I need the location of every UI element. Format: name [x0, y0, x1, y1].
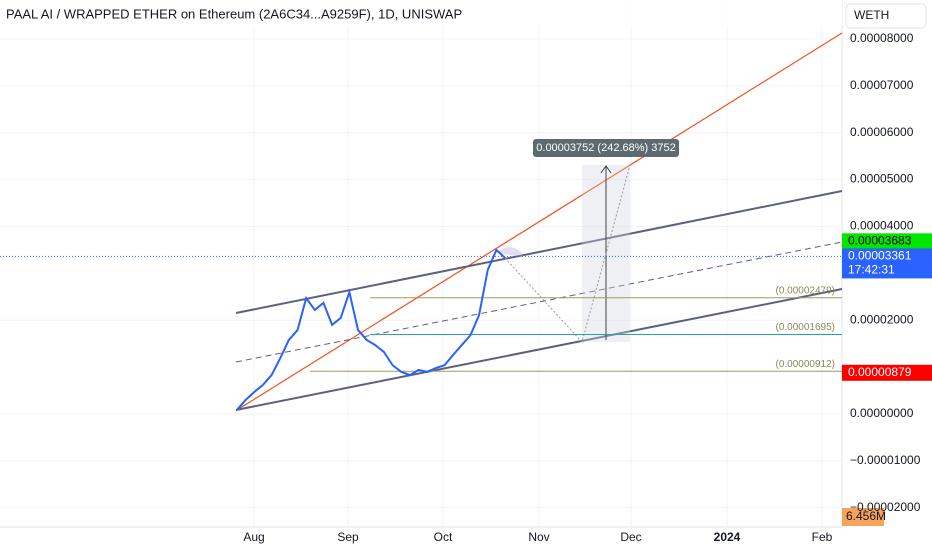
header-bg: [0, 0, 842, 26]
x-tick-label: Feb: [812, 530, 833, 544]
price-tag-label: 0.00000879: [848, 365, 912, 379]
measure-label: 0.00003752 (242.68%) 3752: [536, 142, 675, 154]
channel-line: [235, 190, 843, 314]
y-tick-label: 0.00002000: [850, 312, 914, 326]
x-tick-label: Oct: [434, 530, 453, 544]
trend-line: [236, 32, 843, 411]
volume-tag: [842, 508, 884, 526]
volume-label: 6.456M: [846, 509, 886, 523]
y-tick-label: 0.00008000: [850, 31, 914, 45]
grid: [0, 0, 842, 527]
timer: 17:42:31: [848, 263, 895, 277]
channel-mid: [235, 241, 843, 363]
fib-label: (0.00000912): [776, 359, 836, 370]
projection: [504, 164, 631, 344]
price-tag-label: 0.00003683: [848, 233, 912, 247]
y-tick-label: 0.00007000: [850, 78, 914, 92]
x-tick-label: Sep: [337, 530, 359, 544]
chart-title: PAAL AI / WRAPPED ETHER on Ethereum (2A6…: [6, 6, 462, 21]
y-tick-label: 0.00006000: [850, 125, 914, 139]
measure-tooltip: [533, 139, 679, 157]
x-tick-label: Aug: [243, 530, 264, 544]
x-tick-label: Dec: [620, 530, 641, 544]
y-tick-label: −0.00001000: [850, 453, 921, 467]
price-tag: [842, 233, 932, 250]
x-tick-label: 2024: [714, 530, 741, 544]
y-tick-label: 0.00000000: [850, 406, 914, 420]
arc: [497, 247, 524, 257]
price-tag-label: 0.00003361: [848, 249, 912, 263]
measure-arrow: [600, 165, 612, 174]
currency[interactable]: WETH: [854, 8, 889, 22]
y-tick-label: 0.00004000: [850, 219, 914, 233]
currency-button[interactable]: [845, 3, 927, 29]
price-tag: [842, 364, 932, 381]
channel-line: [235, 288, 843, 411]
price-line: [236, 248, 506, 411]
fib-label: (0.00002479): [776, 285, 836, 296]
price-tag: [842, 248, 932, 279]
x-tick-label: Nov: [528, 530, 549, 544]
y-tick-label: 0.00005000: [850, 172, 914, 186]
fib-label: (0.00001695): [776, 322, 836, 333]
y-tick-label: −0.00002000: [850, 500, 921, 514]
